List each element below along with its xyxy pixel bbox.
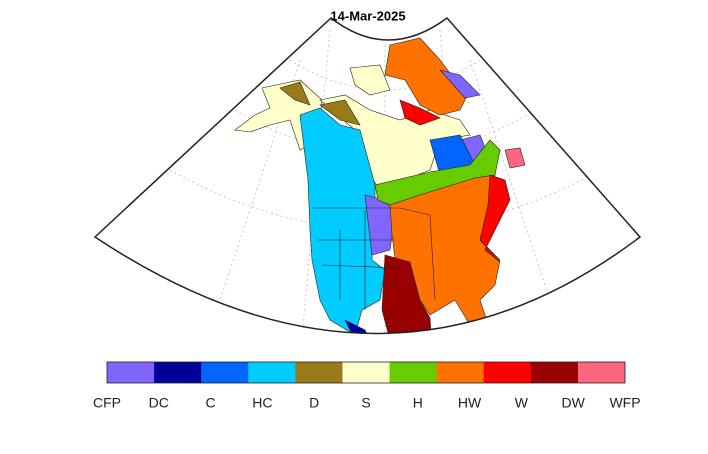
colorbar-swatch — [577, 362, 626, 383]
map-frame — [93, 16, 642, 335]
colorbar-label: W — [515, 395, 529, 411]
map-content — [169, 29, 601, 334]
map-title: 14-Mar-2025 — [330, 8, 405, 23]
region-d2 — [319, 99, 361, 126]
region-w — [479, 174, 511, 263]
colorbar-label: HC — [252, 395, 272, 411]
colorbar-label: DC — [149, 395, 169, 411]
colorbar-label: DW — [562, 395, 586, 411]
colorbar-outline — [106, 361, 626, 384]
region-arctic — [384, 37, 471, 116]
colorbar-swatch — [342, 362, 390, 383]
region-wfp — [504, 147, 526, 169]
colorbar-swatch — [389, 362, 437, 383]
colorbar-label: D — [309, 395, 319, 411]
region-w2 — [454, 324, 471, 334]
region-hc — [299, 107, 386, 334]
land-regions — [234, 37, 526, 334]
region-arctic-s — [349, 64, 391, 96]
colorbar-swatch — [436, 362, 485, 383]
colorbar-label: WFP — [609, 395, 640, 411]
colorbar-label: HW — [458, 395, 482, 411]
borders — [312, 207, 436, 310]
colorbar-label: C — [206, 395, 216, 411]
region-arctic-w — [399, 99, 441, 126]
region-arctic-cfp — [439, 69, 481, 99]
colorbar-swatch — [483, 362, 532, 383]
region-d — [279, 81, 311, 106]
colorbar-label: S — [361, 395, 370, 411]
colorbar-swatch — [295, 362, 343, 383]
colorbar: CFP DC C HC D S H HW W DW WFP — [93, 361, 641, 411]
colorbar-swatch — [530, 362, 579, 383]
colorbar-swatch — [248, 362, 296, 383]
colorbar-swatch — [154, 362, 202, 383]
colorbar-swatch — [107, 362, 155, 383]
colorbar-label: CFP — [93, 395, 121, 411]
colorbar-swatch — [201, 362, 249, 383]
colorbar-label: H — [413, 395, 423, 411]
